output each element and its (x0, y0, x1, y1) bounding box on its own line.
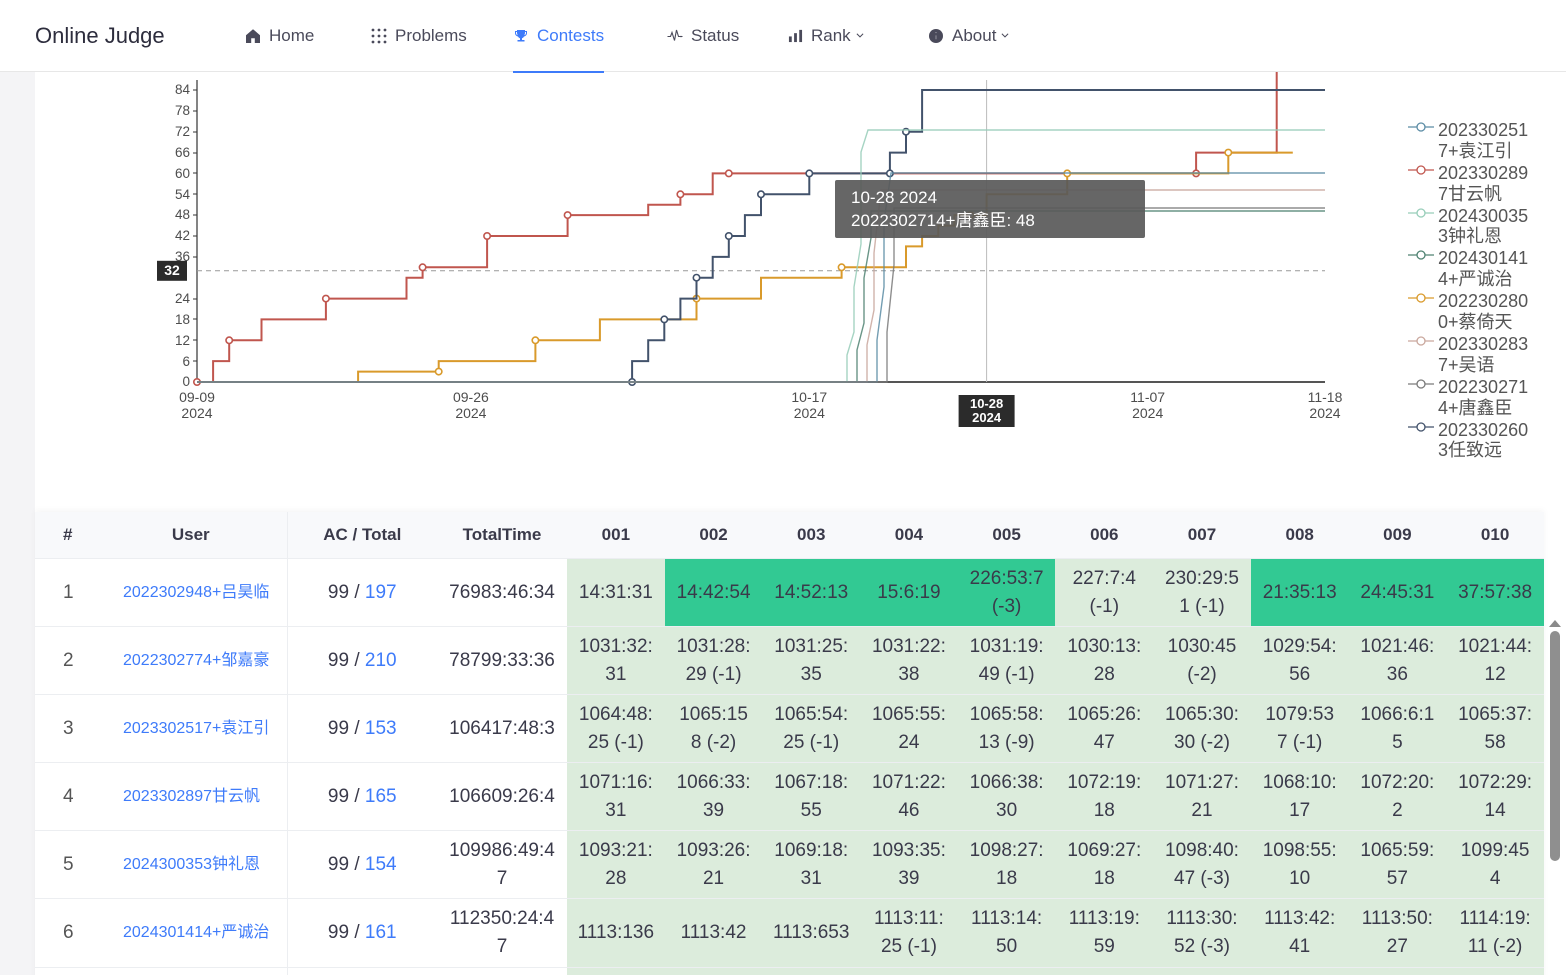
svg-text:2024: 2024 (181, 405, 212, 421)
svg-text:0: 0 (182, 374, 190, 389)
svg-text:2024: 2024 (1132, 405, 1163, 421)
svg-text:54: 54 (175, 187, 191, 202)
svg-text:2024: 2024 (455, 405, 486, 421)
svg-text:84: 84 (175, 82, 191, 97)
svg-text:11-18: 11-18 (1308, 389, 1343, 405)
svg-text:6: 6 (182, 354, 190, 369)
svg-text:11-07: 11-07 (1130, 389, 1165, 405)
svg-text:2024: 2024 (972, 410, 1002, 425)
svg-text:48: 48 (175, 207, 190, 222)
svg-text:10-28 2024: 10-28 2024 (851, 188, 937, 207)
svg-text:32: 32 (164, 262, 180, 278)
svg-text:12: 12 (175, 333, 190, 348)
svg-text:09-26: 09-26 (453, 389, 489, 405)
svg-text:2022302714+唐鑫臣: 48: 2022302714+唐鑫臣: 48 (851, 210, 1035, 230)
svg-text:24: 24 (175, 291, 191, 306)
svg-text:60: 60 (175, 166, 190, 181)
svg-text:2024: 2024 (1309, 405, 1340, 421)
svg-text:18: 18 (175, 312, 190, 327)
svg-text:42: 42 (175, 228, 190, 243)
svg-text:72: 72 (175, 124, 190, 139)
svg-text:09-09: 09-09 (179, 389, 215, 405)
svg-text:2024: 2024 (794, 405, 825, 421)
svg-text:78: 78 (175, 103, 190, 118)
svg-text:10-17: 10-17 (791, 389, 827, 405)
svg-text:10-28: 10-28 (970, 396, 1003, 411)
svg-text:66: 66 (175, 145, 190, 160)
